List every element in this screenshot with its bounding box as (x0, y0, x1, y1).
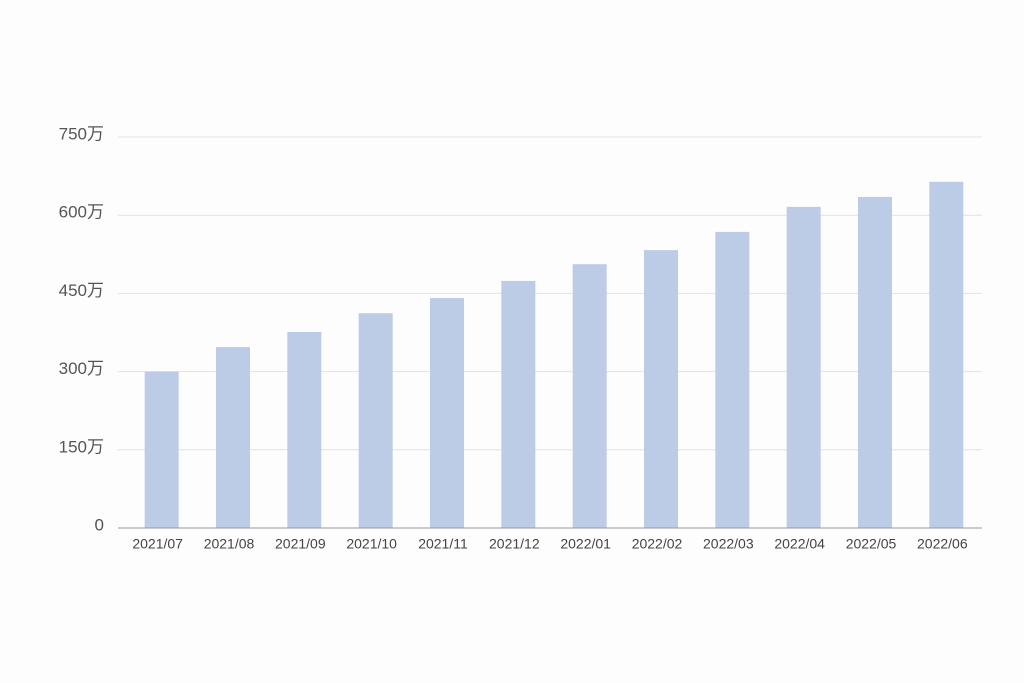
y-tick-label: 0 (95, 515, 104, 534)
bar (786, 206, 821, 528)
bar (715, 231, 750, 528)
x-tick-label: 2021/09 (275, 536, 326, 552)
y-tick-label: 750万 (59, 124, 104, 143)
x-tick-label: 2021/12 (489, 536, 540, 552)
bar (358, 313, 393, 528)
x-tick-label: 2022/03 (703, 536, 754, 552)
x-tick-label: 2021/08 (204, 536, 255, 552)
x-tick-label: 2022/05 (846, 536, 897, 552)
bar (501, 280, 536, 528)
x-tick-label: 2022/04 (774, 536, 825, 552)
x-tick-label: 2021/07 (132, 536, 183, 552)
bar (929, 181, 964, 529)
y-tick-label: 600万 (59, 203, 104, 222)
y-tick-label: 450万 (59, 281, 104, 300)
x-tick-label: 2021/11 (418, 536, 468, 552)
x-tick-label: 2021/10 (346, 536, 397, 552)
bar (287, 331, 322, 528)
x-tick-label: 2022/01 (560, 536, 611, 552)
bar (430, 298, 464, 528)
bar (858, 196, 892, 528)
y-tick-label: 300万 (59, 359, 104, 378)
bar (144, 371, 179, 528)
bar (216, 347, 250, 528)
y-tick-label: 150万 (59, 437, 104, 456)
bar (572, 264, 607, 528)
bar (644, 250, 678, 528)
x-tick-label: 2022/02 (632, 536, 683, 552)
x-tick-label: 2022/06 (917, 536, 968, 552)
